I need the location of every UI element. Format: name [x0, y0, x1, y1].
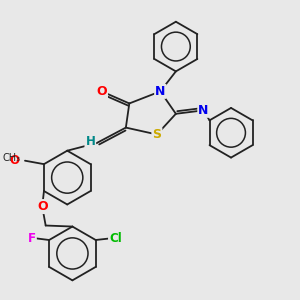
Text: H: H — [85, 135, 95, 148]
Text: S: S — [152, 128, 161, 141]
Text: O: O — [37, 200, 47, 213]
Text: N: N — [198, 104, 208, 117]
Text: O: O — [10, 154, 20, 167]
Text: O: O — [96, 85, 107, 98]
Text: CH₃: CH₃ — [3, 153, 21, 163]
Text: F: F — [28, 232, 36, 245]
Text: N: N — [155, 85, 166, 98]
Text: Cl: Cl — [109, 232, 122, 245]
